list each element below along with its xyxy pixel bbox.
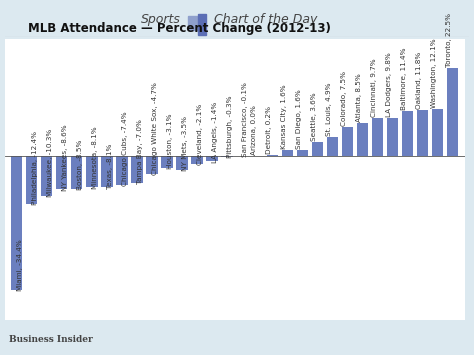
Text: Washington, 12.1%: Washington, 12.1% xyxy=(431,38,438,108)
Bar xyxy=(11,156,22,290)
Bar xyxy=(417,110,428,156)
Bar xyxy=(297,150,308,156)
Bar xyxy=(71,156,82,189)
Text: Chart of the Day: Chart of the Day xyxy=(214,13,317,26)
Bar xyxy=(311,142,323,156)
Text: Sports: Sports xyxy=(141,13,181,26)
Text: Philadelphia, -12.4%: Philadelphia, -12.4% xyxy=(32,131,38,206)
Bar xyxy=(342,127,353,156)
Text: MLB Attendance — Percent Change (2012-13): MLB Attendance — Percent Change (2012-13… xyxy=(27,22,330,35)
Bar xyxy=(266,155,278,156)
Text: Toronto, 22.5%: Toronto, 22.5% xyxy=(447,13,453,67)
Text: Baltimore, 11.4%: Baltimore, 11.4% xyxy=(401,48,408,110)
Bar xyxy=(101,156,112,187)
Bar xyxy=(387,118,398,156)
Text: Seattle, 3.6%: Seattle, 3.6% xyxy=(311,92,317,141)
Text: Colorado, 7.5%: Colorado, 7.5% xyxy=(341,71,347,126)
Text: LA Dodgers, 9.8%: LA Dodgers, 9.8% xyxy=(386,52,392,116)
Bar xyxy=(282,150,293,156)
Bar xyxy=(116,156,128,185)
Bar xyxy=(327,137,338,156)
Text: Kansas City, 1.6%: Kansas City, 1.6% xyxy=(281,84,287,148)
Text: Milwaukee, -10.3%: Milwaukee, -10.3% xyxy=(47,129,53,197)
Bar xyxy=(207,156,218,162)
Bar xyxy=(402,111,413,156)
Text: Miami, -34.4%: Miami, -34.4% xyxy=(17,239,23,291)
Text: Boston, -8.5%: Boston, -8.5% xyxy=(77,140,83,190)
Bar xyxy=(221,156,233,157)
Bar xyxy=(176,156,188,170)
Text: Arizona, 0.0%: Arizona, 0.0% xyxy=(251,105,257,155)
Bar xyxy=(86,156,98,187)
Text: Detroit, 0.2%: Detroit, 0.2% xyxy=(266,106,272,154)
Bar xyxy=(357,123,368,156)
Text: Cincinnati, 9.7%: Cincinnati, 9.7% xyxy=(371,58,377,117)
Text: Texas, -8.1%: Texas, -8.1% xyxy=(107,143,113,189)
Text: Atlanta, 8.5%: Atlanta, 8.5% xyxy=(356,73,362,122)
Text: Pittsburgh, -0.3%: Pittsburgh, -0.3% xyxy=(227,96,233,158)
Bar xyxy=(26,156,37,204)
Bar xyxy=(198,13,206,34)
Text: Tampa Bay, -7.0%: Tampa Bay, -7.0% xyxy=(137,120,143,184)
Text: Business Insider: Business Insider xyxy=(9,334,93,344)
Text: San Francisco, -0.1%: San Francisco, -0.1% xyxy=(242,83,248,158)
Text: Houston, -3.1%: Houston, -3.1% xyxy=(167,114,173,169)
Bar xyxy=(432,109,443,156)
Text: Minnesota, -8.1%: Minnesota, -8.1% xyxy=(92,126,98,189)
Text: Oakland, 11.8%: Oakland, 11.8% xyxy=(417,51,422,109)
Text: NY Yankees, -8.6%: NY Yankees, -8.6% xyxy=(62,124,68,191)
Bar xyxy=(131,156,143,183)
Text: San Diego, 1.6%: San Diego, 1.6% xyxy=(296,89,302,148)
Bar xyxy=(41,156,53,196)
Bar xyxy=(188,16,197,30)
Bar xyxy=(56,156,67,190)
Bar xyxy=(161,156,173,168)
Text: NY Mets, -3.5%: NY Mets, -3.5% xyxy=(182,116,188,171)
Text: Chicago Cubs, -7.4%: Chicago Cubs, -7.4% xyxy=(122,111,128,186)
Text: Cleveland, -2.1%: Cleveland, -2.1% xyxy=(197,104,203,165)
Bar xyxy=(146,156,158,174)
Text: Chicago White Sox, -4.7%: Chicago White Sox, -4.7% xyxy=(152,82,158,175)
Bar xyxy=(191,156,203,164)
Text: LA Angels, -1.4%: LA Angels, -1.4% xyxy=(212,101,218,163)
Text: St. Louis, 4.9%: St. Louis, 4.9% xyxy=(326,82,332,136)
Bar xyxy=(372,118,383,156)
Bar xyxy=(447,68,458,156)
